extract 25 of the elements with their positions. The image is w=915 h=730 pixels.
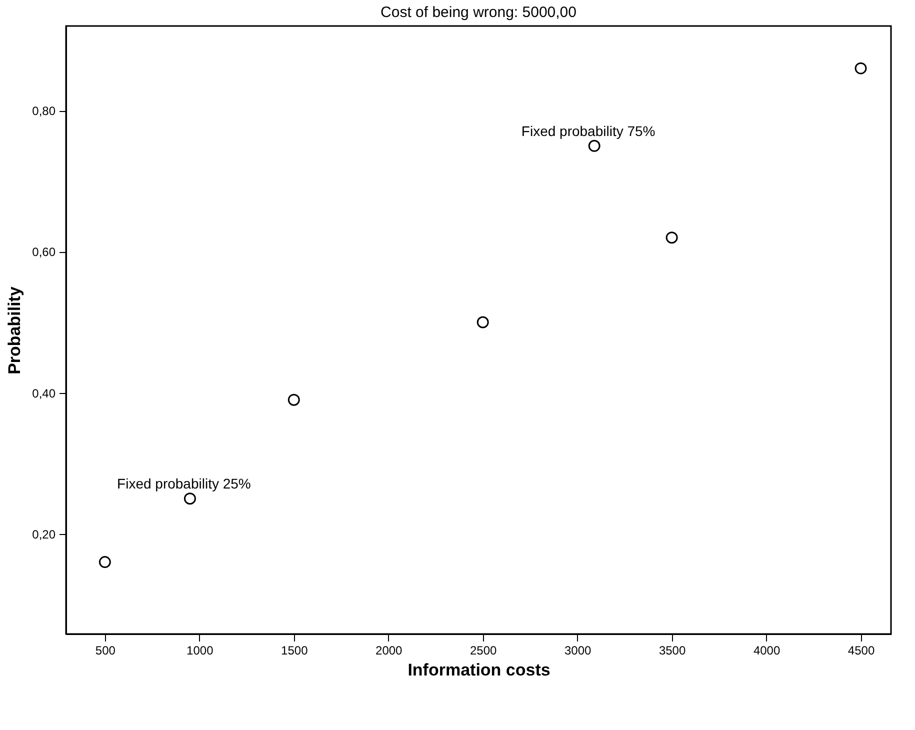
y-axis-title: Probability [5, 286, 24, 374]
x-tick-label: 2500 [470, 644, 498, 658]
x-tick-label: 4500 [848, 644, 875, 658]
point [98, 556, 111, 568]
point [476, 316, 489, 328]
x-tick-label: 1500 [281, 644, 308, 658]
point [288, 394, 300, 406]
x-tick-label: 3500 [658, 644, 686, 658]
x-tick-label: 500 [95, 644, 116, 658]
x-tick-label: 4000 [753, 644, 780, 658]
point [666, 232, 678, 244]
x-axis-title: Information costs [408, 660, 550, 680]
point [854, 62, 867, 74]
point [184, 492, 196, 505]
x-tick-label: 3000 [564, 644, 592, 658]
y-tick-label: 0,80 [32, 104, 56, 118]
x-tick-label: 1000 [186, 644, 214, 658]
chart-title: Cost of being wrong: 5000,00 [380, 4, 576, 21]
y-tick-label: 0,60 [32, 245, 56, 260]
x-tick-label: 2000 [376, 644, 403, 658]
annotation: Fixed probability 75% [521, 122, 656, 139]
annotation: Fixed probability 25% [117, 476, 251, 492]
y-tick-label: 0,40 [32, 386, 56, 400]
point [588, 140, 600, 152]
y-tick-label: 0,20 [32, 527, 56, 542]
